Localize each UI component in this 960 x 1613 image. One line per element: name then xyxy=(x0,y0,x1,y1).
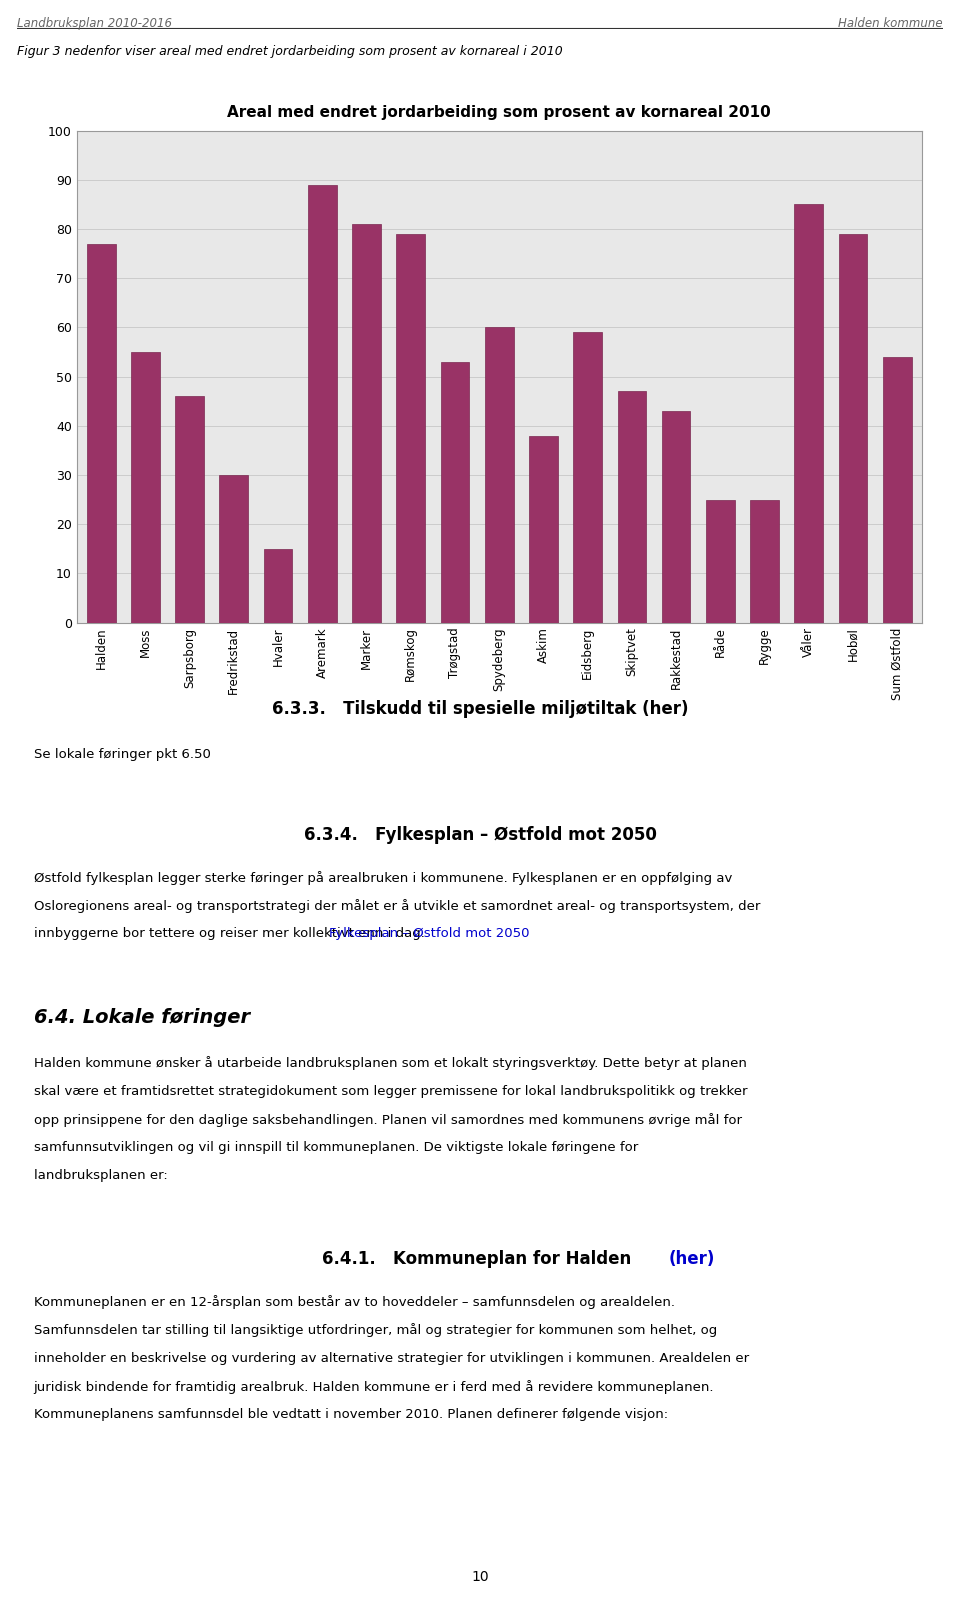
Bar xyxy=(883,356,912,623)
Text: Se lokale føringer pkt 6.50: Se lokale føringer pkt 6.50 xyxy=(34,748,210,761)
Bar xyxy=(485,327,514,623)
Text: Fylkesplan – Østfold mot 2050: Fylkesplan – Østfold mot 2050 xyxy=(329,927,530,940)
Text: skal være et framtidsrettet strategidokument som legger premissene for lokal lan: skal være et framtidsrettet strategidoku… xyxy=(34,1086,747,1098)
Bar xyxy=(308,185,337,623)
Bar xyxy=(661,411,690,623)
Text: Halden kommune: Halden kommune xyxy=(838,18,943,31)
Text: Kommuneplanen er en 12-årsplan som består av to hoveddeler – samfunnsdelen og ar: Kommuneplanen er en 12-årsplan som bestå… xyxy=(34,1295,675,1310)
Text: juridisk bindende for framtidig arealbruk. Halden kommune er i ferd med å revide: juridisk bindende for framtidig arealbru… xyxy=(34,1381,714,1394)
Text: 6.3.4.   Fylkesplan – Østfold mot 2050: 6.3.4. Fylkesplan – Østfold mot 2050 xyxy=(303,826,657,844)
Title: Areal med endret jordarbeiding som prosent av kornareal 2010: Areal med endret jordarbeiding som prose… xyxy=(228,105,771,119)
Bar xyxy=(352,224,381,623)
Text: Østfold fylkesplan legger sterke føringer på arealbruken i kommunene. Fylkesplan: Østfold fylkesplan legger sterke føringe… xyxy=(34,871,732,886)
Text: 6.4.1.   Kommuneplan for Halden: 6.4.1. Kommuneplan for Halden xyxy=(323,1250,637,1268)
Text: Halden kommune ønsker å utarbeide landbruksplanen som et lokalt styringsverktøy.: Halden kommune ønsker å utarbeide landbr… xyxy=(34,1057,747,1071)
Bar xyxy=(264,548,293,623)
Bar xyxy=(750,500,779,623)
Text: landbruksplanen er:: landbruksplanen er: xyxy=(34,1169,167,1182)
Text: samfunnsutviklingen og vil gi innspill til kommuneplanen. De viktigste lokale fø: samfunnsutviklingen og vil gi innspill t… xyxy=(34,1142,637,1155)
Bar xyxy=(795,205,823,623)
Bar xyxy=(573,332,602,623)
Bar xyxy=(220,476,249,623)
Text: inneholder en beskrivelse og vurdering av alternative strategier for utviklingen: inneholder en beskrivelse og vurdering a… xyxy=(34,1352,749,1365)
Text: Samfunnsdelen tar stilling til langsiktige utfordringer, mål og strategier for k: Samfunnsdelen tar stilling til langsikti… xyxy=(34,1324,717,1337)
Bar xyxy=(176,397,204,623)
Bar xyxy=(86,244,115,623)
Bar xyxy=(131,352,159,623)
Text: 10: 10 xyxy=(471,1569,489,1584)
Bar xyxy=(396,234,425,623)
Text: Landbruksplan 2010-2016: Landbruksplan 2010-2016 xyxy=(17,18,172,31)
Text: opp prinsippene for den daglige saksbehandlingen. Planen vil samordnes med kommu: opp prinsippene for den daglige saksbeha… xyxy=(34,1113,741,1127)
Text: innbyggerne bor tettere og reiser mer kollektivt enn i dag.: innbyggerne bor tettere og reiser mer ko… xyxy=(34,927,429,940)
Bar xyxy=(706,500,734,623)
Text: 6.3.3.   Tilskudd til spesielle miljøtiltak (her): 6.3.3. Tilskudd til spesielle miljøtilta… xyxy=(272,700,688,718)
Bar xyxy=(839,234,868,623)
Text: 6.4. Lokale føringer: 6.4. Lokale føringer xyxy=(34,1008,250,1027)
Bar xyxy=(529,436,558,623)
Text: Kommuneplanens samfunnsdel ble vedtatt i november 2010. Planen definerer følgend: Kommuneplanens samfunnsdel ble vedtatt i… xyxy=(34,1408,668,1421)
Text: Figur 3 nedenfor viser areal med endret jordarbeiding som prosent av kornareal i: Figur 3 nedenfor viser areal med endret … xyxy=(17,45,563,58)
Bar xyxy=(617,392,646,623)
Text: (her): (her) xyxy=(669,1250,715,1268)
Bar xyxy=(441,361,469,623)
Text: Osloregionens areal- og transportstrategi der målet er å utvikle et samordnet ar: Osloregionens areal- og transportstrateg… xyxy=(34,900,760,913)
